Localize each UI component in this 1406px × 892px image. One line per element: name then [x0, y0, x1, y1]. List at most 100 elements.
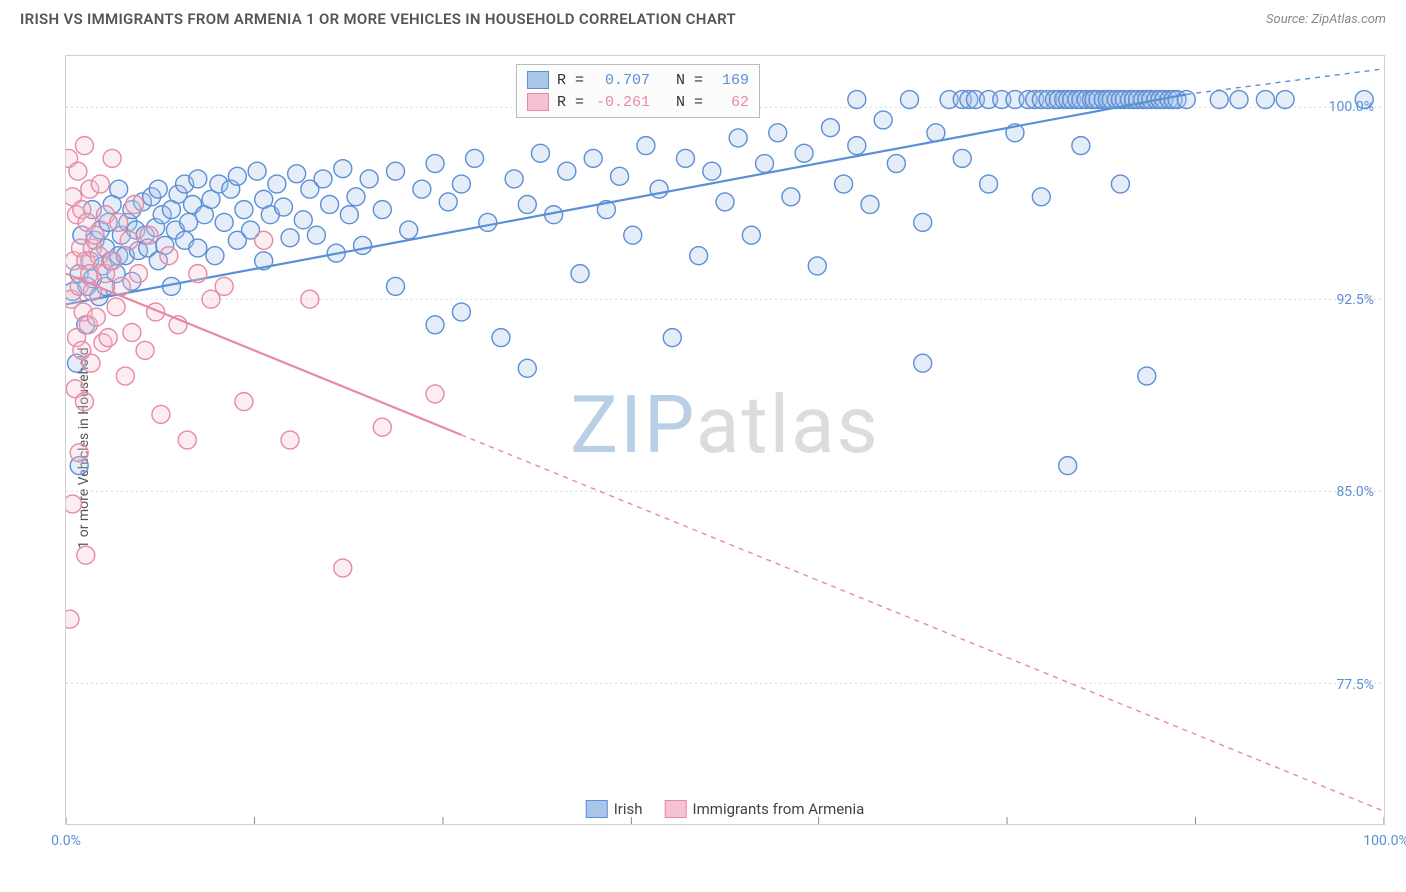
series-swatch: [527, 93, 549, 111]
stats-row: R =-0.261N =62: [527, 91, 749, 113]
scatter-point: [255, 231, 273, 249]
scatter-point: [140, 226, 158, 244]
scatter-point: [123, 324, 141, 342]
stat-n-label: N =: [676, 72, 703, 89]
scatter-point: [110, 180, 128, 198]
scatter-point: [116, 367, 134, 385]
scatter-point: [808, 257, 826, 275]
scatter-point: [901, 91, 919, 109]
scatter-point: [769, 124, 787, 142]
scatter-point: [716, 193, 734, 211]
scatter-point: [624, 226, 642, 244]
scatter-point: [1032, 188, 1050, 206]
scatter-point: [663, 329, 681, 347]
scatter-point: [189, 170, 207, 188]
scatter-point: [1059, 457, 1077, 475]
scatter-point: [160, 247, 178, 265]
scatter-point: [307, 226, 325, 244]
scatter-point: [294, 211, 312, 229]
scatter-point: [149, 180, 167, 198]
scatter-point: [479, 213, 497, 231]
scatter-point: [228, 167, 246, 185]
scatter-point: [756, 155, 774, 173]
scatter-point: [729, 129, 747, 147]
scatter-point: [611, 167, 629, 185]
scatter-point: [887, 155, 905, 173]
scatter-point: [558, 162, 576, 180]
y-tick-label: 85.0%: [1336, 484, 1374, 500]
scatter-point: [1072, 137, 1090, 155]
scatter-point: [584, 149, 602, 167]
scatter-point: [848, 137, 866, 155]
scatter-point: [637, 137, 655, 155]
scatter-point: [835, 175, 853, 193]
scatter-point: [206, 247, 224, 265]
legend-item: Immigrants from Armenia: [665, 800, 865, 818]
scatter-point: [426, 385, 444, 403]
source-attribution: Source: ZipAtlas.com: [1266, 12, 1386, 27]
scatter-point: [571, 265, 589, 283]
scatter-point: [531, 144, 549, 162]
scatter-point: [1138, 367, 1156, 385]
scatter-point: [91, 175, 109, 193]
scatter-point: [1276, 91, 1294, 109]
scatter-point: [360, 170, 378, 188]
scatter-point: [178, 431, 196, 449]
y-tick-label: 100.0%: [1329, 99, 1374, 115]
scatter-point: [505, 170, 523, 188]
scatter-point: [426, 155, 444, 173]
stat-n-value: 169: [711, 72, 749, 89]
scatter-point: [321, 196, 339, 214]
stat-r-value: -0.261: [592, 94, 650, 111]
scatter-point: [821, 119, 839, 137]
scatter-point: [703, 162, 721, 180]
scatter-point: [373, 418, 391, 436]
scatter-point: [782, 188, 800, 206]
scatter-point: [400, 221, 418, 239]
scatter-point: [742, 226, 760, 244]
scatter-point: [75, 137, 93, 155]
scatter-plot-svg: [66, 56, 1384, 824]
scatter-point: [914, 213, 932, 231]
chart-title: IRISH VS IMMIGRANTS FROM ARMENIA 1 OR MO…: [20, 10, 736, 28]
scatter-point: [215, 277, 233, 295]
scatter-point: [466, 149, 484, 167]
scatter-point: [518, 359, 536, 377]
legend-swatch: [665, 800, 687, 818]
scatter-point: [1256, 91, 1274, 109]
scatter-point: [690, 247, 708, 265]
trend-line: [66, 94, 1186, 304]
scatter-point: [354, 236, 372, 254]
scatter-point: [87, 308, 105, 326]
scatter-point: [77, 546, 95, 564]
scatter-point: [953, 149, 971, 167]
scatter-point: [66, 495, 82, 513]
scatter-point: [235, 201, 253, 219]
scatter-point: [914, 354, 932, 372]
legend-item: Irish: [586, 800, 643, 818]
scatter-point: [387, 277, 405, 295]
scatter-point: [439, 193, 457, 211]
scatter-point: [301, 290, 319, 308]
stat-r-label: R =: [557, 72, 584, 89]
stats-row: R =0.707N =169: [527, 69, 749, 91]
plot-area: 1 or more Vehicles in Household ZIPatlas…: [65, 55, 1385, 825]
correlation-stats-box: R =0.707N =169R =-0.261N =62: [516, 64, 760, 118]
scatter-point: [235, 393, 253, 411]
scatter-point: [373, 201, 391, 219]
scatter-point: [676, 149, 694, 167]
scatter-point: [103, 149, 121, 167]
scatter-point: [274, 198, 292, 216]
scatter-point: [152, 405, 170, 423]
scatter-point: [107, 298, 125, 316]
scatter-point: [347, 188, 365, 206]
scatter-point: [99, 329, 117, 347]
scatter-point: [281, 431, 299, 449]
y-tick-label: 77.5%: [1336, 677, 1374, 693]
scatter-point: [215, 213, 233, 231]
scatter-point: [66, 610, 79, 628]
scatter-point: [110, 213, 128, 231]
scatter-point: [492, 329, 510, 347]
stat-n-value: 62: [711, 94, 749, 111]
scatter-point: [268, 175, 286, 193]
